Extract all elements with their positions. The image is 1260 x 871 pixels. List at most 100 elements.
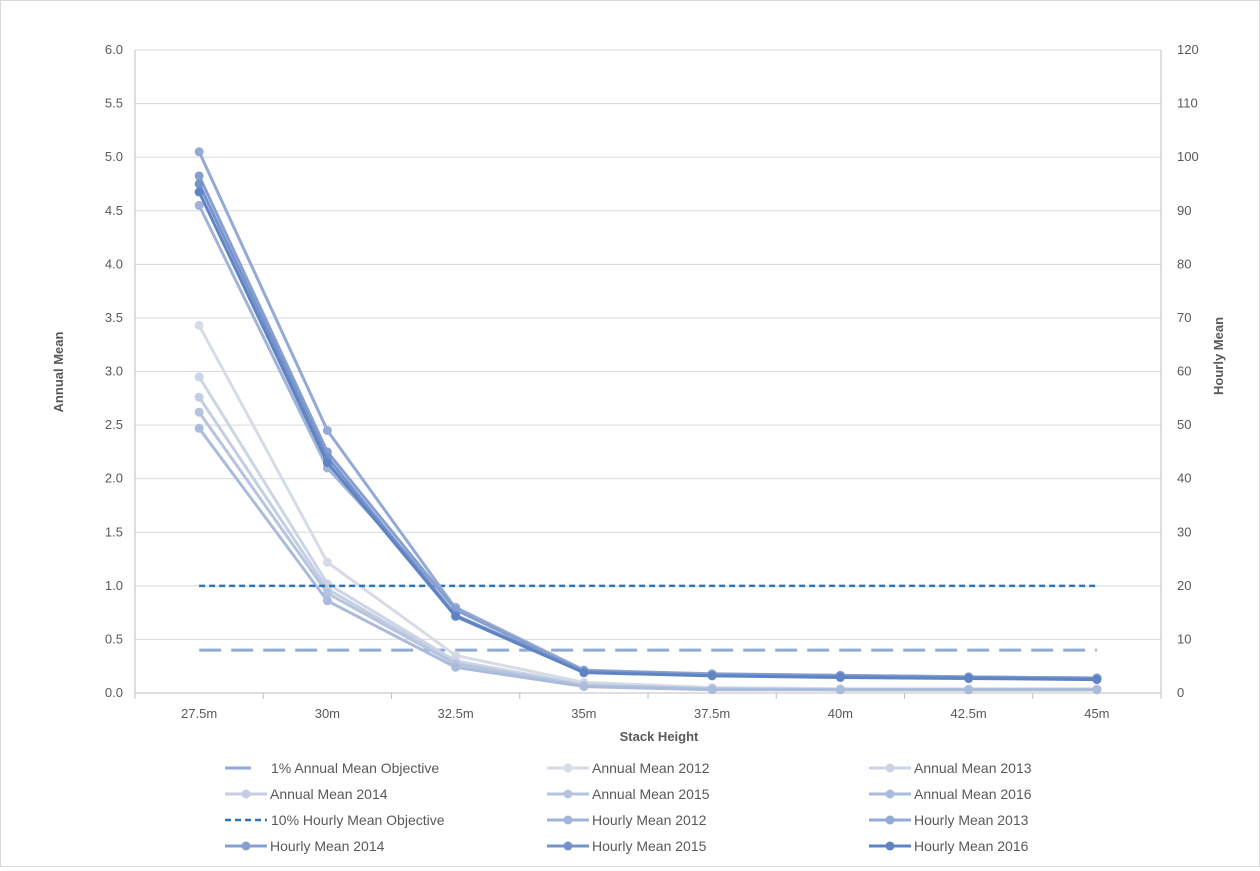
legend-item: Annual Mean 2015 [547,786,710,802]
data-point [194,187,204,197]
data-point [322,458,332,468]
y-right-tick-label: 50 [1177,417,1191,432]
data-point [451,662,461,672]
series-line [197,376,1097,692]
legend-item: Annual Mean 2013 [869,760,1032,776]
data-point [1092,675,1102,685]
data-point [322,425,332,435]
series-line [197,204,1097,681]
data-point [1092,685,1102,695]
x-tick-label: 42.5m [951,706,987,721]
legend-label: Annual Mean 2016 [914,786,1032,802]
axes: 0.0 0.5 1.0 1.5 2.0 2.5 3.0 3.5 4.0 4.5 5.0 5.5 6.0 0… [105,42,1199,721]
data-point [579,668,589,678]
y-right-tick-label: 40 [1177,471,1191,486]
data-point [194,372,204,382]
y-left-tick-label: 6.0 [105,42,123,57]
y-right-tick-label: 10 [1177,631,1191,646]
legend-label: Hourly Mean 2013 [914,812,1029,828]
data-point [451,611,461,621]
legend-item: 1% Annual Mean Objective [225,760,439,776]
data-point [835,672,845,682]
y-right-tick-label: 80 [1177,256,1191,271]
y-left-tick-label: 3.5 [105,310,123,325]
legend-label: Hourly Mean 2012 [592,812,707,828]
y-left-tick-label: 5.5 [105,96,123,111]
legend-marker [563,763,573,773]
data-point [194,423,204,433]
series-line [197,324,1097,691]
y-right-tick-label: 110 [1177,96,1198,111]
y-right-axis-title: Hourly Mean [1211,317,1226,395]
y-right-tick-label: 90 [1177,203,1191,218]
y-left-tick-label: 1.0 [105,578,123,593]
legend-label: Annual Mean 2014 [270,786,388,802]
y-right-tick-label: 100 [1177,149,1199,164]
x-axis-title: Stack Height [620,729,699,744]
x-tick-label: 45m [1084,706,1109,721]
legend-label: Hourly Mean 2015 [592,838,707,854]
data-point [194,179,204,189]
data-point [579,682,589,692]
legend-item: Hourly Mean 2014 [225,838,385,854]
legend-item: Hourly Mean 2015 [547,838,707,854]
y-left-tick-label: 4.5 [105,203,123,218]
series-hourly-mean-2012 [194,200,1102,684]
legend-marker [241,789,251,799]
y-right-tick-label: 0 [1177,685,1184,700]
y-left-tick-label: 0.5 [105,631,123,646]
y-left-axis-title: Annual Mean [51,331,66,412]
data-point [194,392,204,402]
data-point [322,557,332,567]
legend: 1% Annual Mean Objective Annual Mean 2012… [225,760,1032,854]
x-tick-label: 37.5m [694,706,730,721]
legend-item: Annual Mean 2014 [225,786,388,802]
x-tick-label: 30m [315,706,340,721]
legend-marker [563,841,573,851]
y-left-tick-label: 1.5 [105,524,123,539]
series-line [197,411,1097,692]
y-right-tick-label: 60 [1177,364,1191,379]
y-left-tick-label: 4.0 [105,256,123,271]
x-tick-label: 32.5m [438,706,474,721]
legend-marker [563,789,573,799]
data-point [194,407,204,417]
legend-marker [885,841,895,851]
data-point [964,685,974,695]
legend-label: Hourly Mean 2014 [270,838,385,854]
y-right-tick-label: 20 [1177,578,1191,593]
series-annual-mean-2013 [194,372,1102,695]
series-annual-mean-2016 [194,423,1102,695]
y-left-tick-label: 2.5 [105,417,123,432]
y-right-tick-label: 70 [1177,310,1191,325]
legend-label: 10% Hourly Mean Objective [271,812,445,828]
data-point [194,171,204,181]
data-point [322,596,332,606]
legend-label: Annual Mean 2012 [592,760,710,776]
legend-item: 10% Hourly Mean Objective [225,812,445,828]
series-hourly-mean-2016 [194,187,1102,685]
data-point [194,147,204,157]
data-point [835,685,845,695]
y-right-tick-label: 30 [1177,524,1191,539]
series-line [197,191,1097,682]
legend-marker [563,815,573,825]
legend-label: Annual Mean 2013 [914,760,1032,776]
y-right-tick-label: 120 [1177,42,1199,57]
y-left-tick-label: 3.0 [105,364,123,379]
legend-label: Annual Mean 2015 [592,786,710,802]
y-left-tick-label: 5.0 [105,149,123,164]
legend-marker [885,815,895,825]
data-point [707,671,717,681]
legend-marker [885,763,895,773]
plot-area [194,147,1102,695]
legend-label: 1% Annual Mean Objective [271,760,439,776]
legend-item: Annual Mean 2016 [869,786,1032,802]
x-tick-label: 35m [571,706,596,721]
legend-marker [241,841,251,851]
y-left-tick-label: 2.0 [105,471,123,486]
gridlines [135,49,1161,640]
data-point [194,200,204,210]
